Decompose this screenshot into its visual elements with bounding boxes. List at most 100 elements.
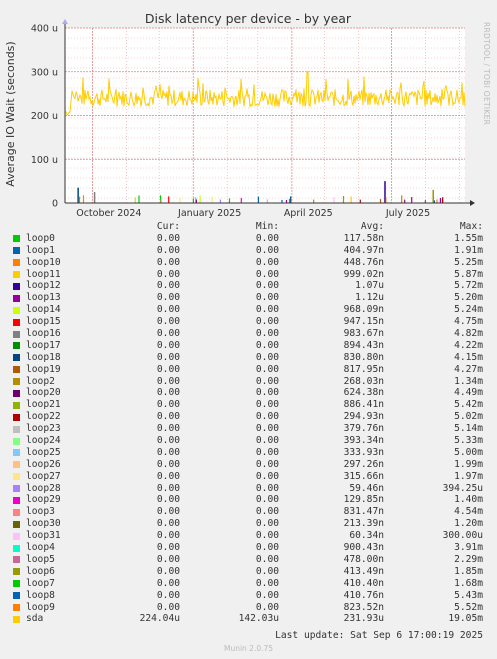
legend-avg: 268.03n [343,375,384,387]
legend-swatch [13,318,20,326]
legend-swatch [13,425,20,433]
y-tick-label: 200 u [31,111,58,122]
legend-row-loop15: loop15 0.00 0.00 947.15n 4.75m [0,316,497,328]
legend-max: 1.99m [454,458,483,470]
legend-swatch [13,556,20,564]
legend-swatch [13,520,20,528]
legend-max: 300.00u [442,530,483,542]
legend-name: loop9 [26,601,55,613]
legend-cur: 0.00 [156,553,180,565]
legend-swatch [13,401,20,409]
legend-row-loop7: loop7 0.00 0.00 410.40n 1.68m [0,578,497,590]
legend-row-loop3: loop3 0.00 0.00 831.47n 4.54m [0,506,497,518]
legend-cur: 0.00 [156,470,180,482]
legend-cur: 0.00 [156,542,180,554]
x-tick-label: October 2024 [76,208,141,219]
legend-cur: 0.00 [156,339,180,351]
legend-min: 0.00 [255,601,279,613]
legend-max: 5.14m [454,423,483,435]
legend-max: 1.97m [454,470,483,482]
legend-name: loop30 [26,518,61,530]
legend-name: loop26 [26,458,61,470]
legend-max: 5.42m [454,399,483,411]
legend-row-loop21: loop21 0.00 0.00 886.41n 5.42m [0,399,497,411]
x-ticks: October 2024 January 2025 April 2025 July 2… [76,208,430,219]
legend-row-loop31: loop31 0.00 0.00 60.34n 300.00u [0,530,497,542]
legend-cur: 0.00 [156,292,180,304]
legend-max: 4.54m [454,506,483,518]
legend-row-loop22: loop22 0.00 0.00 294.93n 5.02m [0,411,497,423]
legend: Cur: Min: Avg: Max: loop0 0.00 0.00 117.58n… [0,221,497,625]
legend-min: 0.00 [255,589,279,601]
last-update: Last update: Sat Sep 6 17:00:19 2025 [275,630,483,641]
legend-cur: 0.00 [156,589,180,601]
loop-spikes [77,181,444,203]
legend-max: 2.29m [454,553,483,565]
legend-min: 0.00 [255,316,279,328]
legend-cur: 0.00 [156,565,180,577]
legend-name: loop0 [26,232,55,244]
legend-cur: 0.00 [156,494,180,506]
legend-avg: 1.07u [355,280,384,292]
header-avg: Avg: [360,221,384,232]
legend-name: loop21 [26,399,61,411]
legend-cur: 0.00 [156,387,180,399]
legend-avg: 117.58n [343,232,384,244]
y-tick-label: 300 u [31,67,58,78]
legend-cur: 0.00 [156,601,180,613]
legend-row-loop18: loop18 0.00 0.00 830.80n 4.15m [0,352,497,364]
legend-name: loop17 [26,339,61,351]
legend-row-loop30: loop30 0.00 0.00 213.39n 1.20m [0,518,497,530]
legend-swatch [13,366,20,374]
legend-row-loop2: loop2 0.00 0.00 268.03n 1.34m [0,376,497,388]
legend-min: 142.03u [238,613,279,625]
legend-cur: 0.00 [156,482,180,494]
legend-swatch [13,247,20,255]
legend-max: 5.33m [454,435,483,447]
legend-swatch [13,615,20,623]
legend-cur: 0.00 [156,577,180,589]
legend-avg: 983.67n [343,328,384,340]
legend-cur: 0.00 [156,328,180,340]
legend-name: loop31 [26,530,61,542]
legend-name: loop19 [26,363,61,375]
legend-row-loop4: loop4 0.00 0.00 900.43n 3.91m [0,542,497,554]
legend-row-loop14: loop14 0.00 0.00 968.09n 5.24m [0,304,497,316]
legend-swatch [13,568,20,576]
chart: Disk latency per device - by year Averag… [4,11,491,219]
legend-row-loop16: loop16 0.00 0.00 983.67n 4.82m [0,328,497,340]
legend-row-loop29: loop29 0.00 0.00 129.85n 1.40m [0,494,497,506]
legend-swatch [13,378,20,386]
legend-max: 4.75m [454,316,483,328]
legend-swatch [13,342,20,350]
legend-min: 0.00 [255,565,279,577]
legend-min: 0.00 [255,375,279,387]
legend-swatch [13,437,20,445]
legend-name: loop24 [26,435,61,447]
legend-row-loop19: loop19 0.00 0.00 817.95n 4.27m [0,364,497,376]
legend-name: loop6 [26,565,55,577]
legend-max: 5.43m [454,589,483,601]
legend-min: 0.00 [255,304,279,316]
x-tick-label: July 2025 [385,208,430,219]
legend-cur: 0.00 [156,399,180,411]
legend-cur: 0.00 [156,435,180,447]
legend-row-loop5: loop5 0.00 0.00 478.00n 2.29m [0,554,497,566]
legend-avg: 333.93n [343,446,384,458]
y-tick-label: 0 [52,199,58,210]
legend-max: 1.68m [454,577,483,589]
legend-name: loop29 [26,494,61,506]
legend-cur: 0.00 [156,280,180,292]
legend-name: loop1 [26,244,55,256]
legend-name: loop22 [26,411,61,423]
legend-min: 0.00 [255,530,279,542]
legend-row-loop9: loop9 0.00 0.00 823.52n 5.52m [0,602,497,614]
legend-avg: 60.34n [349,530,384,542]
munin-version: Munin 2.0.75 [223,644,274,653]
legend-avg: 999.02n [343,268,384,280]
legend-avg: 129.85n [343,494,384,506]
legend-avg: 831.47n [343,506,384,518]
legend-swatch [13,282,20,290]
legend-avg: 886.41n [343,399,384,411]
legend-header: Cur: Min: Avg: Max: [0,221,497,233]
